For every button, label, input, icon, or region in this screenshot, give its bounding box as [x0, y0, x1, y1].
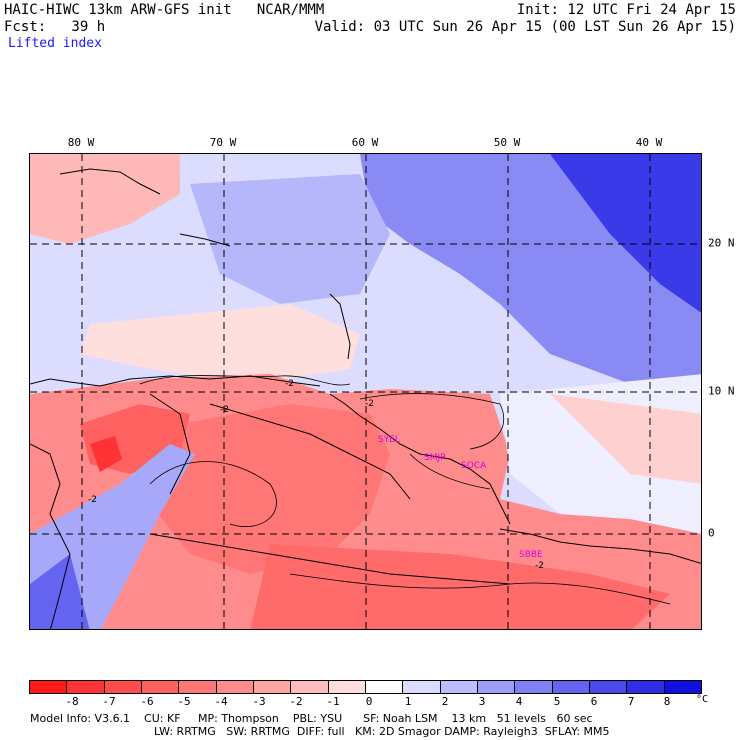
init-time: Init: 12 UTC Fri 24 Apr 15: [516, 2, 736, 18]
colorbar-segment: [216, 681, 254, 693]
contour-label: -2: [535, 561, 544, 571]
colorbar-segment: [104, 681, 142, 693]
station-label: SOCA: [461, 461, 487, 471]
map-title: HAIC-HIWC 13km ARW-GFS init NCAR/MMM: [4, 2, 325, 18]
colorbar-tick: 6: [590, 695, 598, 708]
lat-label: 10 N: [708, 384, 735, 398]
colorbar-segment: [141, 681, 180, 693]
colorbar-tick: -6: [140, 695, 154, 708]
unstable-region-nw: [30, 154, 180, 244]
model-info-line2: LW: RRTMG SW: RRTMG DIFF: full KM: 2D Sm…: [154, 725, 610, 738]
station-label: SBBE: [519, 550, 543, 560]
lon-label: 50 W: [493, 136, 521, 149]
colorbar-tick: -5: [177, 695, 191, 708]
colorbar-segment: [253, 681, 292, 693]
colorbar-segment: [291, 681, 329, 693]
model-info-line1: Model Info: V3.6.1 CU: KF MP: Thompson P…: [30, 712, 593, 725]
colorbar-tick: 2: [441, 695, 449, 708]
contour-label: -2: [220, 405, 229, 415]
weak-unstable-east: [550, 394, 701, 484]
lifted-index-map: -2 -2 -2 -2 -2 SYEL SMJP SOCA SBBE: [29, 153, 702, 630]
colorbar-tick: 0: [365, 695, 373, 708]
colorbar-tick: -8: [65, 695, 79, 708]
lon-label: 40 W: [635, 136, 663, 149]
colorbar-tick: 5: [553, 695, 561, 708]
coastlines: [30, 168, 701, 629]
colorbar-tick: -4: [214, 695, 228, 708]
colorbar: [29, 680, 702, 694]
station-label: SMJP: [424, 453, 446, 463]
station-group: SYEL SMJP SOCA SBBE: [378, 435, 543, 560]
colorbar-segment: [328, 681, 366, 693]
colorbar-segment: [67, 681, 105, 693]
neutral-region-caribbean: [80, 304, 360, 384]
stable-region-far-ne: [550, 154, 701, 313]
colorbar-segment: [515, 681, 553, 693]
unstable-max: [90, 436, 122, 472]
contour-label: -2: [285, 379, 294, 389]
colorbar-segment: [664, 681, 701, 693]
colorbar-tick: 8: [663, 695, 671, 708]
lon-label: 60 W: [351, 136, 379, 149]
lat-label: 0: [708, 526, 715, 540]
contour-lines: [139, 375, 671, 605]
colorbar-tick: -2: [289, 695, 303, 708]
colorbar-unit: °C: [696, 694, 709, 705]
stable-region-north: [190, 174, 390, 304]
field-name: Lifted index: [8, 36, 102, 51]
colorbar-tick: -1: [326, 695, 340, 708]
lon-label: 80 W: [67, 136, 95, 149]
colorbar-segment: [179, 681, 217, 693]
contour-label: -2: [88, 495, 97, 505]
colorbar-segment: [477, 681, 516, 693]
contour-label: -2: [365, 399, 374, 409]
unstable-core-1: [150, 404, 390, 574]
forecast-hour: Fcst: 39 h: [4, 19, 106, 35]
stable-andes-core: [30, 554, 90, 629]
valid-time: Valid: 03 UTC Sun 26 Apr 15 (00 LST Sun …: [314, 19, 736, 35]
colorbar-segment: [589, 681, 628, 693]
colorbar-tick: 1: [404, 695, 412, 708]
contour-label-group: -2 -2 -2 -2 -2: [88, 379, 544, 571]
station-label: SYEL: [378, 435, 400, 445]
unstable-core-2: [250, 544, 670, 629]
colorbar-segment: [365, 681, 404, 693]
colorbar-tick: 3: [478, 695, 486, 708]
colorbar-tick: -3: [252, 695, 266, 708]
map-canvas: -2 -2 -2 -2 -2 SYEL SMJP SOCA SBBE: [30, 154, 701, 629]
colorbar-segment: [552, 681, 590, 693]
colorbar-tick: 7: [627, 695, 635, 708]
colorbar-tick: 4: [515, 695, 523, 708]
colorbar-segment: [627, 681, 665, 693]
colorbar-ticks: -8 -7 -6 -5 -4 -3 -2 -1 0 1 2 3 4 5 6 7 …: [29, 695, 702, 709]
colorbar-tick: -7: [102, 695, 116, 708]
lat-label: 20 N: [708, 236, 735, 250]
colorbar-segment: [403, 681, 441, 693]
colorbar-segment: [30, 681, 68, 693]
lon-label: 70 W: [209, 136, 237, 149]
colorbar-segment: [440, 681, 478, 693]
